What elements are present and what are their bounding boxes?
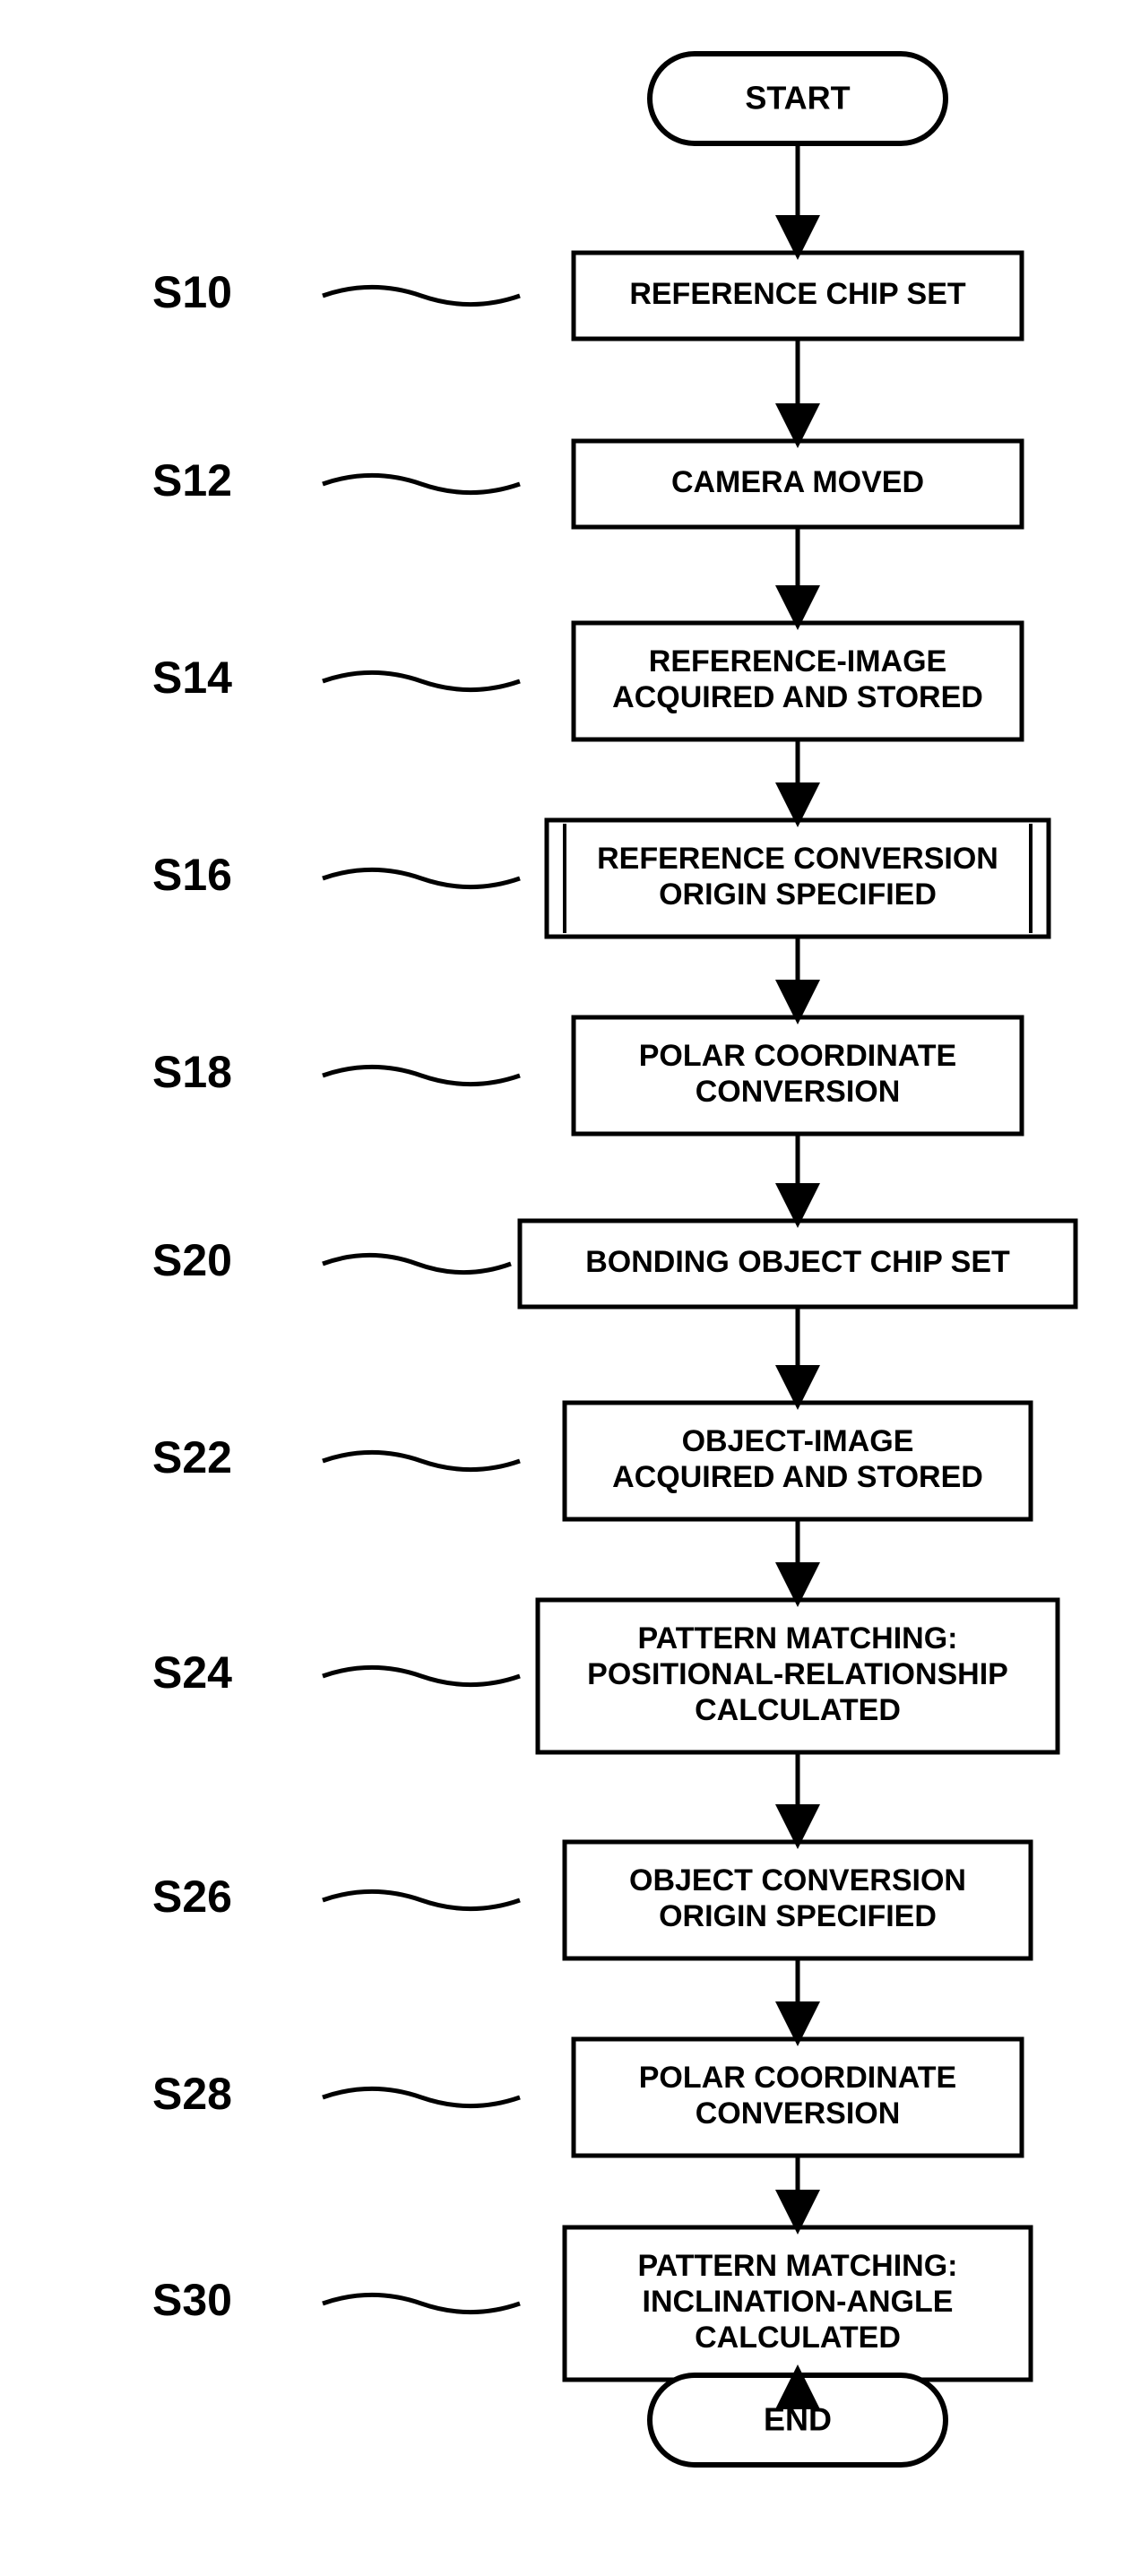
step-s18-line1: CONVERSION xyxy=(696,1075,901,1109)
label-s28: S28 xyxy=(152,2069,232,2119)
label-s10: S10 xyxy=(152,267,232,317)
step-s30-line0: PATTERN MATCHING: xyxy=(638,2249,958,2283)
label-s20: S20 xyxy=(152,1235,232,1285)
step-s30-line2: CALCULATED xyxy=(695,2321,901,2355)
step-s28-line1: CONVERSION xyxy=(696,2096,901,2131)
step-s18-line0: POLAR COORDINATE xyxy=(639,1039,956,1073)
step-s20-line0: BONDING OBJECT CHIP SET xyxy=(585,1245,1010,1279)
label-s24: S24 xyxy=(152,1647,232,1698)
step-s14-line0: REFERENCE-IMAGE xyxy=(649,644,946,679)
label-s14: S14 xyxy=(152,653,232,703)
step-s24-line0: PATTERN MATCHING: xyxy=(638,1621,958,1655)
step-s14-line1: ACQUIRED AND STORED xyxy=(612,680,983,714)
flowchart-svg: START REFERENCE CHIP SET S10 CAMERA MOVED S1… xyxy=(18,18,1132,2558)
step-s26-line0: OBJECT CONVERSION xyxy=(629,1863,966,1897)
label-s12: S12 xyxy=(152,455,232,506)
step-s28-line0: POLAR COORDINATE xyxy=(639,2061,956,2095)
step-s12-line0: CAMERA MOVED xyxy=(671,465,924,499)
label-s26: S26 xyxy=(152,1871,232,1922)
label-s18: S18 xyxy=(152,1047,232,1097)
step-s26-line1: ORIGIN SPECIFIED xyxy=(659,1899,937,1933)
step-s24-line2: CALCULATED xyxy=(695,1693,901,1727)
label-s22: S22 xyxy=(152,1432,232,1482)
label-s16: S16 xyxy=(152,850,232,900)
step-s24-line1: POSITIONAL-RELATIONSHIP xyxy=(587,1657,1008,1691)
start-terminator-label: START xyxy=(745,80,850,117)
step-s16-line1: ORIGIN SPECIFIED xyxy=(659,877,937,912)
step-s10-line0: REFERENCE CHIP SET xyxy=(629,277,966,311)
label-s30: S30 xyxy=(152,2275,232,2325)
end-terminator-label: END xyxy=(764,2401,832,2438)
step-s16-line0: REFERENCE CONVERSION xyxy=(597,842,998,876)
step-s22-line1: ACQUIRED AND STORED xyxy=(612,1460,983,1494)
step-s30-line1: INCLINATION-ANGLE xyxy=(643,2285,954,2319)
step-s22-line0: OBJECT-IMAGE xyxy=(682,1424,914,1458)
